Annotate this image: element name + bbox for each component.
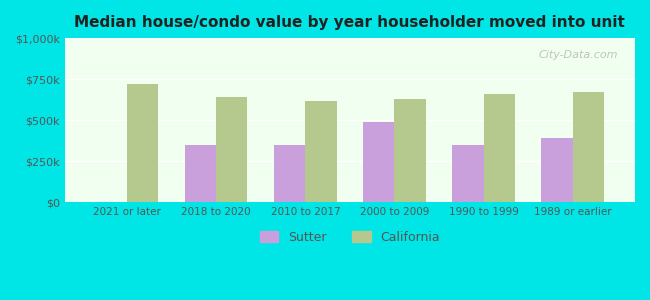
Bar [541,138,573,202]
Bar [185,145,216,202]
Bar [452,145,484,202]
Bar [484,94,515,202]
Bar [274,145,306,202]
Bar [395,99,426,202]
Bar [306,100,337,202]
Bar [573,92,604,202]
Bar [363,122,395,202]
Text: City-Data.com: City-Data.com [538,50,618,60]
Bar [216,97,248,202]
Legend: Sutter, California: Sutter, California [255,226,445,249]
Bar [127,84,159,202]
Title: Median house/condo value by year householder moved into unit: Median house/condo value by year househo… [75,15,625,30]
